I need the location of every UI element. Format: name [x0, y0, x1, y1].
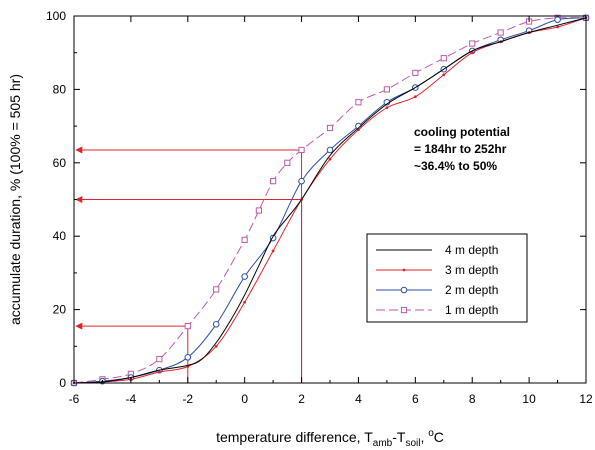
x-axis-title-sub: amb	[373, 438, 393, 449]
x-tick-label: -2	[182, 392, 193, 406]
legend-swatch-marker	[402, 268, 406, 272]
x-tick-label: -6	[69, 392, 80, 406]
annotation-line: cooling potential	[414, 125, 510, 139]
data-point	[497, 29, 504, 36]
x-axis-title-sup: o	[428, 428, 434, 439]
x-axis-title: temperature difference, Tamb-Tsoil, oC	[216, 428, 444, 449]
data-point	[328, 157, 332, 161]
series-line	[73, 17, 587, 384]
data-point	[284, 159, 291, 166]
y-tick-label: 100	[46, 9, 66, 23]
data-point	[298, 146, 305, 154]
series-2-m-depth	[70, 14, 590, 387]
annotation-line: ~36.4% to 50%	[414, 159, 497, 173]
data-point	[184, 323, 191, 330]
legend-item: 3 m depth	[376, 263, 498, 277]
data-point	[212, 320, 220, 328]
data-point	[442, 73, 446, 77]
y-tick-label: 60	[53, 156, 67, 170]
data-point	[326, 146, 334, 154]
data-point	[241, 273, 248, 280]
legend-label: 2 m depth	[445, 283, 498, 297]
y-tick-label: 20	[53, 303, 67, 317]
legend-swatch-marker	[400, 306, 408, 314]
x-axis-title-part: temperature difference, T	[216, 429, 373, 445]
data-point	[214, 344, 218, 348]
data-point	[241, 236, 248, 243]
y-tick-label: 80	[53, 82, 67, 96]
data-point	[298, 177, 305, 185]
legend-item: 2 m depth	[376, 283, 498, 297]
legend-swatch-marker	[400, 286, 408, 294]
x-axis-title-part: C	[434, 429, 444, 445]
data-point	[412, 69, 419, 76]
x-tick-label: 6	[412, 392, 419, 406]
legend-label: 3 m depth	[445, 263, 498, 277]
x-tick-label: 10	[522, 392, 536, 406]
x-tick-label: -4	[126, 392, 137, 406]
data-point	[184, 354, 192, 361]
legend-label: 4 m depth	[445, 243, 498, 257]
data-point	[556, 25, 559, 29]
legend-box	[366, 233, 528, 323]
x-axis-title-part: ,	[420, 429, 428, 445]
legend-label: 1 m depth	[445, 303, 498, 317]
data-point	[470, 51, 474, 55]
legend-item: 4 m depth	[376, 243, 498, 257]
x-tick-label: 0	[241, 392, 248, 406]
data-point	[385, 106, 389, 110]
x-axis-title-sub: soil	[405, 438, 420, 449]
data-point	[413, 95, 417, 99]
data-point	[271, 249, 275, 253]
x-tick-label: 8	[469, 392, 476, 406]
y-axis-ticks: 0 20 40 60 80 100	[46, 9, 586, 390]
data-point	[213, 286, 220, 293]
annotation-line: = 184hr to 252hr	[414, 142, 507, 156]
cooling-potential-annotation: cooling potential = 184hr to 252hr ~36.4…	[414, 125, 510, 173]
legend-item: 1 m depth	[376, 303, 498, 317]
series-line	[73, 17, 587, 384]
x-tick-label: 4	[355, 392, 362, 406]
data-point	[243, 300, 247, 304]
legend: 4 m depth 3 m depth 2 m depth 1 m depth	[366, 233, 528, 323]
data-point	[270, 178, 277, 185]
data-point	[157, 370, 161, 374]
data-point	[156, 356, 163, 363]
series-4-m-depth	[73, 17, 587, 384]
data-point	[355, 99, 362, 106]
x-axis-title-part: -T	[392, 429, 406, 445]
y-tick-label: 0	[59, 376, 66, 390]
data-point	[469, 40, 476, 47]
data-point	[326, 124, 334, 132]
series-line	[73, 17, 587, 384]
series-line	[73, 17, 587, 384]
data-point	[255, 207, 262, 214]
y-axis-title: accumulate duration, % (100% = 505 hr)	[7, 74, 23, 325]
data-point	[383, 86, 390, 93]
series-3-m-depth	[72, 16, 588, 385]
reference-lines	[75, 146, 303, 383]
y-tick-label: 40	[53, 229, 67, 243]
data-point	[554, 16, 561, 23]
x-axis-ticks: -6 -4 -2 0 2 4 6 8 10 12	[69, 16, 593, 406]
x-tick-label: 12	[579, 392, 593, 406]
series-layer	[70, 14, 590, 387]
series-1-m-depth	[70, 14, 590, 387]
data-point	[440, 55, 447, 62]
x-tick-label: 2	[298, 392, 305, 406]
